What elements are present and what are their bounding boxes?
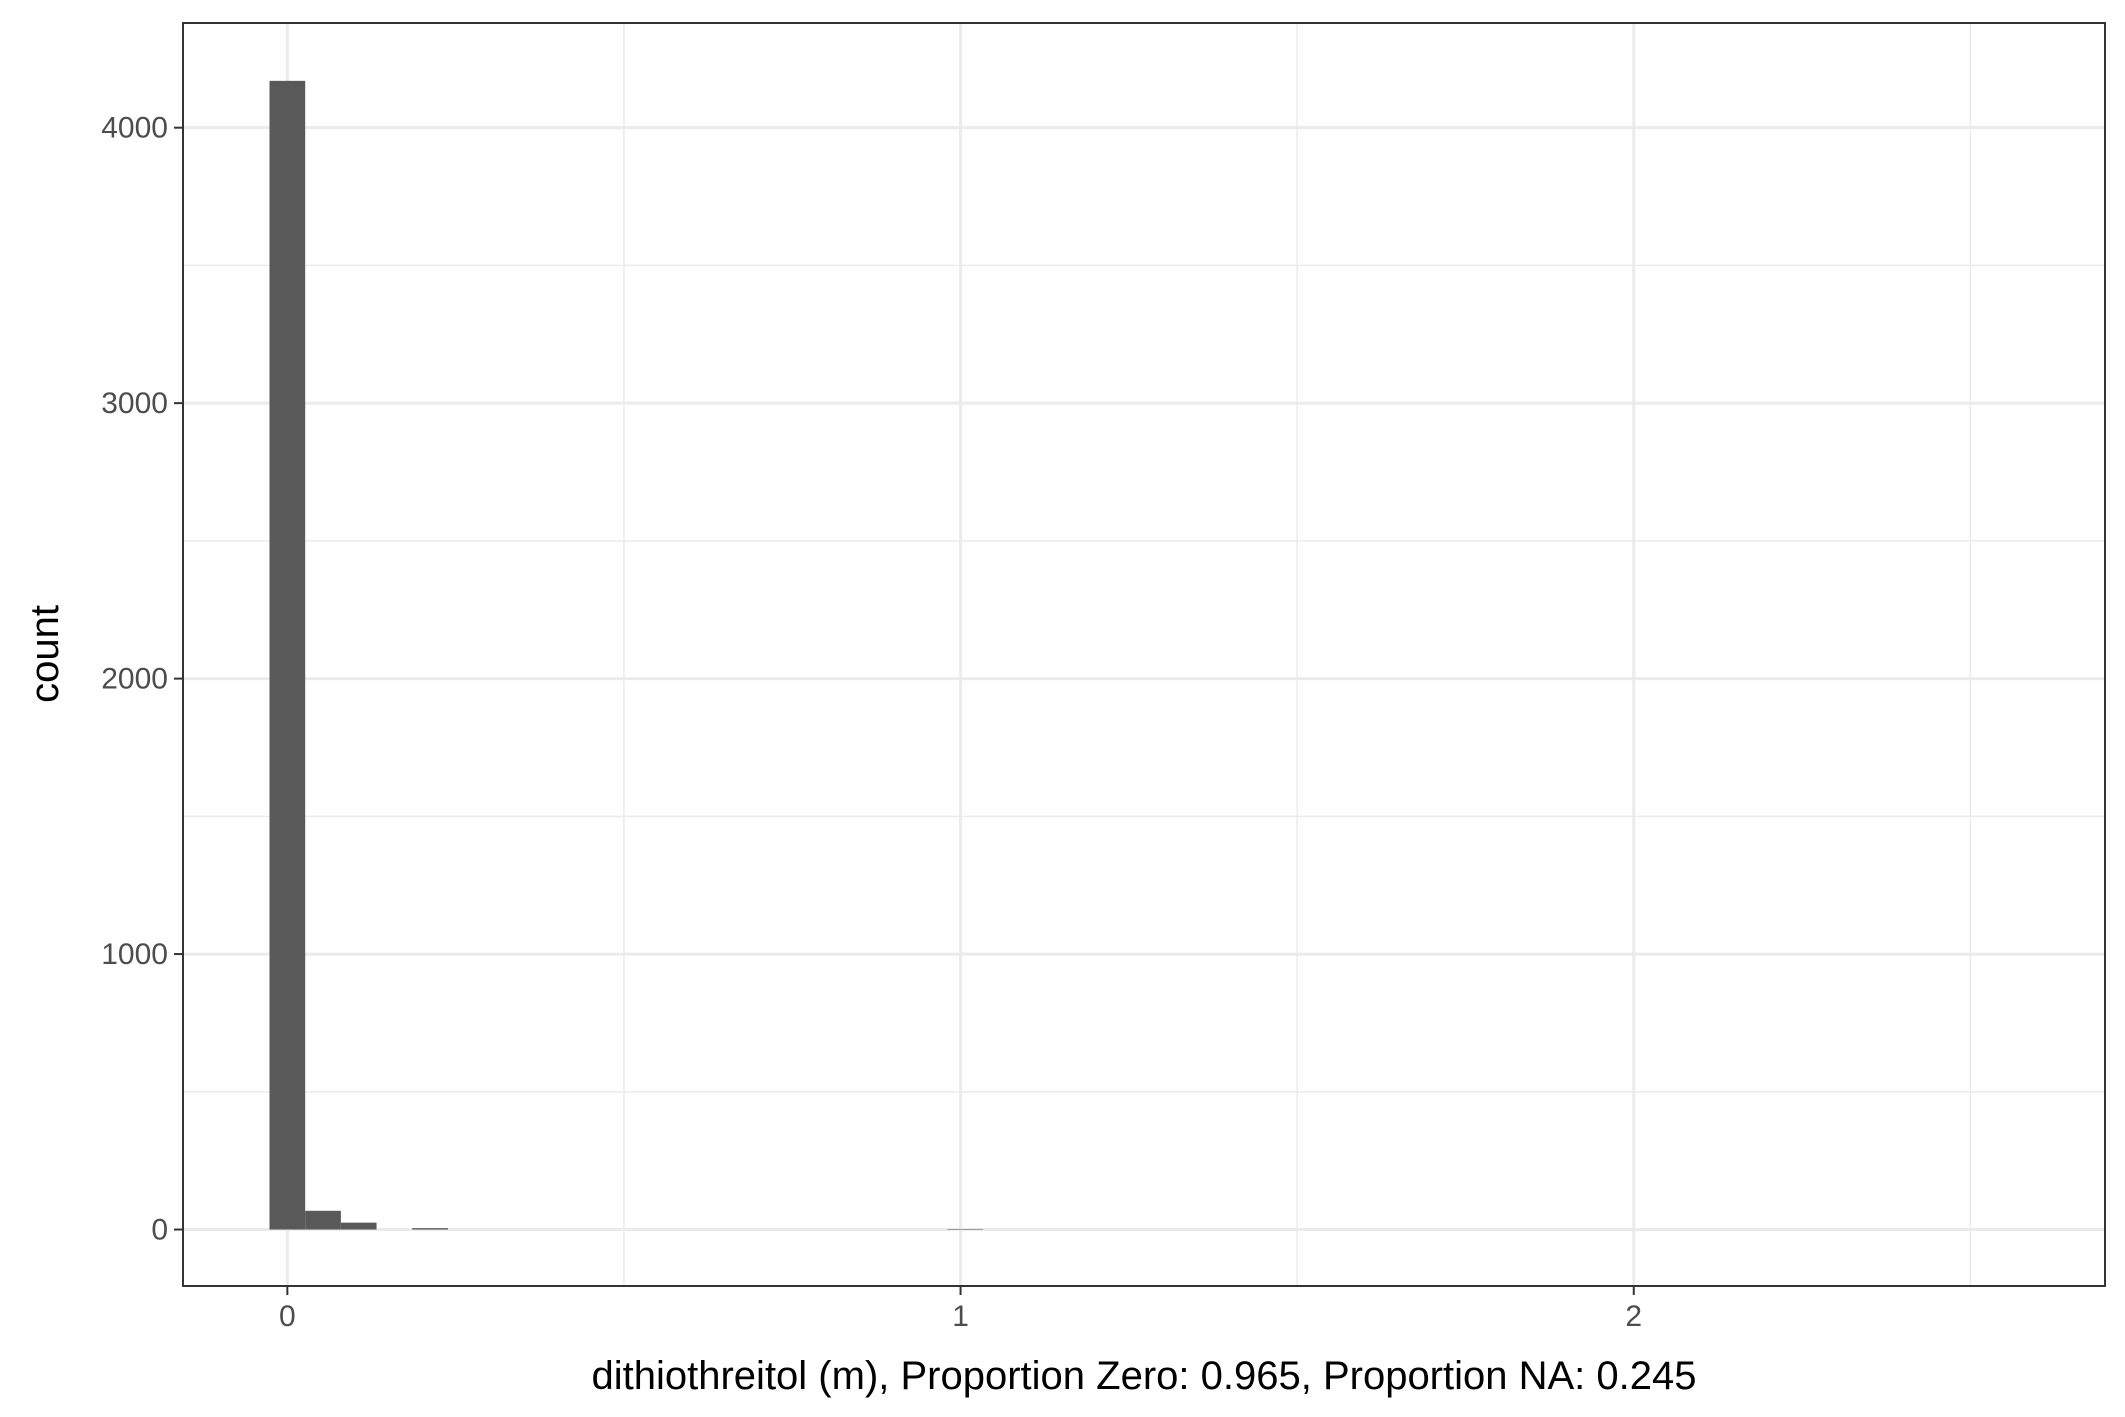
histogram-bar [412, 1228, 448, 1230]
y-tick-label: 0 [151, 1214, 168, 1247]
y-tick-label: 4000 [101, 112, 168, 145]
x-tick-label: 0 [279, 1300, 296, 1333]
histogram-bar [947, 1228, 984, 1230]
x-axis-title: dithiothreitol (m), Proportion Zero: 0.9… [592, 1354, 1697, 1398]
plot-panel-background [183, 23, 2105, 1286]
major-gridlines [183, 23, 2105, 1286]
plot-panel-border [182, 22, 2106, 1287]
histogram-bars [269, 80, 984, 1230]
x-tick-label: 1 [952, 1300, 969, 1333]
y-tick-label: 2000 [101, 663, 168, 696]
histogram-bar [269, 80, 306, 1230]
histogram-bar [340, 1222, 377, 1230]
y-axis-title: count [23, 605, 67, 703]
y-tick-label: 1000 [101, 938, 168, 971]
y-axis: 0 1000 2000 3000 4000 [101, 112, 183, 1247]
y-tick-label: 3000 [101, 387, 168, 420]
histogram-bar [305, 1210, 341, 1230]
x-tick-label: 2 [1625, 1300, 1642, 1333]
minor-gridlines [183, 23, 2105, 1286]
x-axis: 0 1 2 [279, 1286, 1642, 1333]
